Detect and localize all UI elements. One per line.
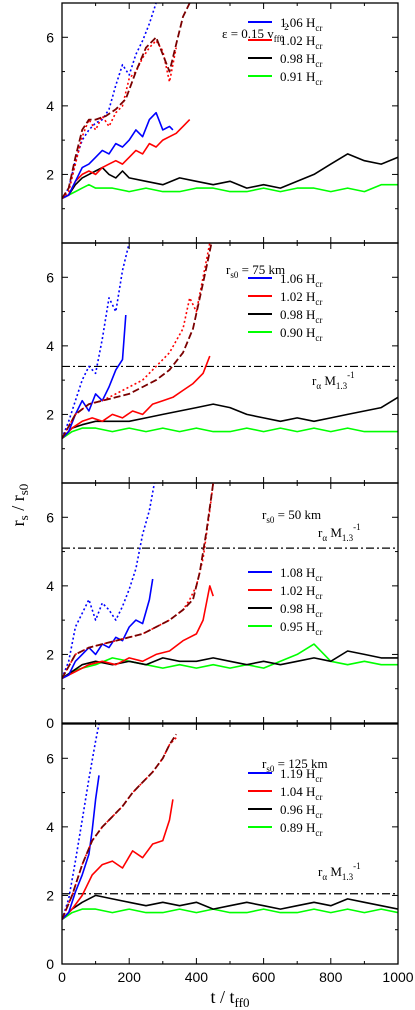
panel-annotation: rs0 = 125 km (262, 756, 328, 774)
legend-entry: 1.06 Hcr (280, 271, 322, 289)
reference-line-label: rα M1.3-1 (318, 522, 361, 543)
panel-annotation: rs0 = 50 km (262, 507, 321, 525)
y-tick-label: 2 (46, 166, 54, 182)
series-line-3 (62, 153, 398, 200)
legend-entry: 0.91 Hcr (280, 69, 322, 87)
series-line-6 (62, 737, 177, 920)
x-tick-label: 200 (118, 969, 142, 985)
legend-entry: 1.02 Hcr (280, 33, 322, 51)
series-line-4 (62, 183, 398, 200)
legend-entry: 1.02 Hcr (280, 583, 322, 601)
series-line-5 (62, 3, 157, 199)
series-line-7 (62, 3, 191, 199)
y-tick-label: 2 (46, 887, 54, 903)
series-line-2 (62, 355, 211, 439)
legend-entry: 1.19 Hcr (280, 766, 322, 784)
series-line-2 (62, 799, 174, 920)
legend-entry: 0.90 Hcr (280, 325, 322, 343)
panel-annotation: ε = 0.15 vff02 (222, 22, 289, 44)
y-tick-label: 6 (46, 29, 54, 45)
series-group (62, 483, 398, 680)
axis-labels: rs / rs0 t / tff0 (8, 484, 249, 1010)
series-group (62, 724, 398, 921)
series-line-1 (62, 775, 100, 920)
y-tick-label: 4 (46, 338, 54, 354)
y-tick-label: 4 (46, 98, 54, 114)
legend-entry: 0.98 Hcr (280, 601, 322, 619)
y-tick-label: 6 (46, 509, 54, 525)
series-line-7 (62, 733, 177, 920)
y-tick-label: 2 (46, 646, 54, 662)
x-tick-label: 1000 (382, 969, 413, 985)
series-line-2 (62, 585, 214, 680)
y-tick-label: 6 (46, 750, 54, 766)
series-line-1 (62, 578, 154, 680)
y-tick-label: 0 (46, 715, 54, 731)
panel-4: 0 200 400 600 800 1000 0 2 4 6 rs0 = 125 km rα M1.3… (46, 723, 414, 985)
series-line-6 (62, 483, 214, 679)
series-line-5 (62, 243, 130, 439)
legend-entry: 1.04 Hcr (280, 784, 322, 802)
legend-entry: 1.02 Hcr (280, 289, 322, 307)
y-tick-label: 4 (46, 578, 54, 594)
series-line-1 (62, 111, 174, 200)
series-line-4 (62, 427, 398, 440)
x-tick-label: 600 (252, 969, 276, 985)
legend-entry: 1.06 Hcr (280, 15, 322, 33)
x-tick-label: 0 (58, 969, 66, 985)
series-line-2 (62, 119, 191, 200)
x-axis-label: t / tff0 (211, 987, 250, 1010)
reference-line-label: rα M1.3-1 (318, 861, 361, 882)
series-line-5 (62, 483, 156, 679)
y-tick-label: 4 (46, 819, 54, 835)
x-tick-label: 800 (319, 969, 343, 985)
series-line-3 (62, 650, 398, 680)
series-line-5 (62, 724, 100, 920)
series-line-3 (62, 894, 398, 920)
legend-entry: 0.98 Hcr (280, 51, 322, 69)
series-group (62, 243, 398, 440)
plot-frame (61, 723, 399, 965)
legend-entry: 1.08 Hcr (280, 565, 322, 583)
legend-entry: 0.89 Hcr (280, 820, 322, 838)
y-tick-label: 6 (46, 269, 54, 285)
legend-entry: 0.96 Hcr (280, 802, 322, 820)
series-line-7 (62, 483, 215, 679)
series-group (62, 3, 398, 200)
y-tick-label: 2 (46, 406, 54, 422)
y-tick-label: 0 (46, 956, 54, 972)
legend-entry: 0.98 Hcr (280, 307, 322, 325)
x-tick-label: 400 (185, 969, 209, 985)
series-line-4 (62, 908, 398, 921)
series-line-3 (62, 396, 398, 439)
plot-frame (61, 482, 399, 724)
panel-annotation: rs0 = 75 km (226, 262, 285, 280)
reference-line-label: rα M1.3-1 (312, 370, 355, 391)
y-axis-label: rs / rs0 (8, 484, 31, 527)
legend-entry: 0.95 Hcr (280, 619, 322, 637)
series-line-7 (62, 243, 213, 439)
